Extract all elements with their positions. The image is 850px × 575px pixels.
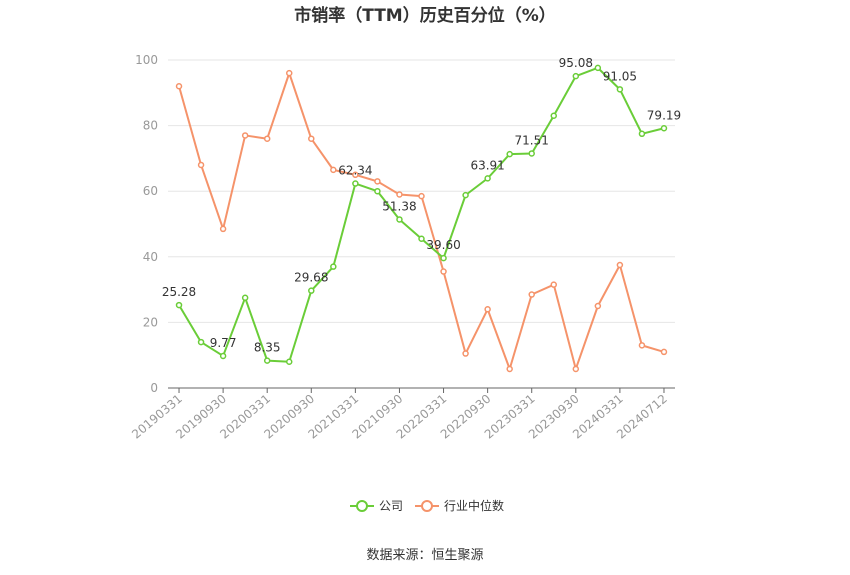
data-label: 71.51	[515, 133, 549, 147]
data-point[interactable]	[616, 261, 624, 269]
series-1	[175, 69, 668, 373]
data-point[interactable]	[616, 86, 624, 93]
data-point[interactable]	[594, 302, 602, 310]
data-point[interactable]	[308, 287, 315, 294]
data-point[interactable]	[572, 365, 580, 373]
data-point[interactable]	[572, 72, 580, 80]
y-tick-label: 80	[143, 119, 158, 133]
data-point[interactable]	[660, 125, 668, 132]
y-tick-label: 60	[143, 184, 158, 198]
data-label: 91.05	[603, 69, 637, 83]
data-point[interactable]	[219, 225, 227, 233]
legend-label: 行业中位数	[444, 498, 504, 513]
data-point[interactable]	[528, 291, 535, 298]
data-point[interactable]	[396, 216, 403, 223]
data-label: 79.19	[647, 108, 681, 122]
data-point[interactable]	[506, 150, 513, 158]
data-point[interactable]	[263, 357, 271, 364]
data-point[interactable]	[175, 301, 183, 309]
legend-marker	[356, 500, 368, 512]
data-point[interactable]	[484, 306, 491, 313]
data-point[interactable]	[374, 187, 381, 195]
y-tick-label: 40	[143, 250, 158, 264]
data-label: 62.34	[338, 164, 372, 178]
data-point[interactable]	[330, 263, 337, 270]
data-point[interactable]	[241, 294, 249, 302]
y-tick-label: 0	[150, 381, 158, 395]
data-point[interactable]	[638, 130, 646, 138]
y-tick-label: 20	[143, 315, 158, 329]
data-source: 数据来源：恒生聚源	[366, 548, 483, 563]
data-point[interactable]	[462, 350, 469, 357]
series-group: 25.28 9.77 8.35 29.68 62.34 51.38 39.60 63.91 71…	[162, 56, 681, 373]
data-label: 95.08	[559, 56, 593, 70]
data-point[interactable]	[550, 112, 558, 120]
data-point[interactable]	[374, 178, 381, 185]
grid	[168, 59, 675, 323]
series-0	[175, 64, 668, 366]
data-point[interactable]	[594, 64, 602, 72]
legend-item-1[interactable]: 行业中位数	[415, 498, 504, 513]
data-point[interactable]	[418, 192, 425, 200]
series-line	[178, 72, 665, 370]
data-label: 9.77	[210, 336, 237, 350]
data-point[interactable]	[440, 254, 447, 262]
data-point[interactable]	[330, 166, 337, 174]
x-axis: 2019033120190930202003312020093020210331…	[129, 387, 675, 442]
data-point[interactable]	[638, 342, 646, 349]
legend-item-0[interactable]: 公司	[350, 499, 403, 513]
data-point[interactable]	[285, 69, 293, 77]
chart-title: 市销率（TTM）历史百分位（%）	[294, 5, 556, 26]
legend-marker	[421, 500, 433, 512]
legend-label: 公司	[379, 499, 403, 513]
data-point[interactable]	[285, 358, 293, 366]
data-point[interactable]	[175, 82, 183, 90]
data-point[interactable]	[241, 132, 249, 139]
data-label: 51.38	[382, 199, 416, 213]
data-point[interactable]	[418, 235, 425, 243]
data-point[interactable]	[462, 191, 469, 199]
data-label: 63.91	[470, 158, 504, 172]
legend[interactable]: 公司 行业中位数	[350, 498, 504, 513]
data-point[interactable]	[506, 365, 513, 373]
data-point[interactable]	[484, 175, 491, 182]
data-point[interactable]	[219, 352, 227, 360]
data-point[interactable]	[396, 191, 403, 198]
data-point[interactable]	[308, 135, 315, 142]
y-tick-label: 100	[135, 53, 158, 67]
data-point[interactable]	[352, 171, 359, 179]
data-point[interactable]	[550, 281, 558, 288]
data-point[interactable]	[660, 348, 668, 356]
data-point[interactable]	[352, 180, 359, 187]
data-label: 25.28	[162, 285, 196, 299]
y-axis: 0 20 40 60 80 100	[135, 53, 158, 395]
data-point[interactable]	[197, 161, 205, 169]
series-line	[178, 66, 665, 363]
data-point[interactable]	[263, 135, 271, 142]
data-point[interactable]	[197, 338, 205, 346]
data-point[interactable]	[528, 150, 535, 157]
data-label: 8.35	[254, 341, 281, 355]
data-label: 39.60	[426, 238, 460, 252]
data-point[interactable]	[440, 268, 447, 275]
data-label: 29.68	[294, 271, 328, 285]
